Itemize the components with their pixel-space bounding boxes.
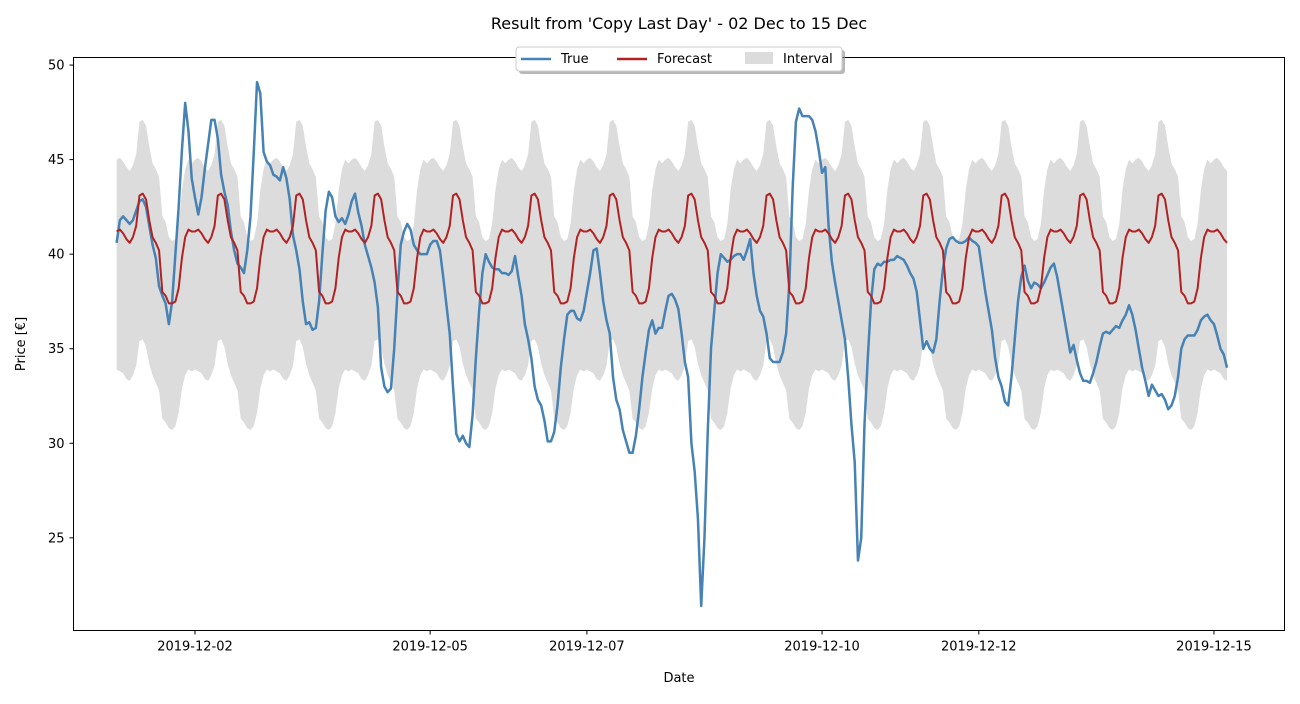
legend-forecast-label: Forecast xyxy=(657,52,712,67)
plot-area xyxy=(115,80,1229,608)
y-tick-label: 35 xyxy=(48,342,65,357)
x-tick-label: 2019-12-10 xyxy=(784,640,860,655)
x-tick-label: 2019-12-02 xyxy=(157,640,233,655)
legend-true-label: True xyxy=(560,52,589,67)
y-tick-label: 30 xyxy=(48,437,65,452)
x-tick-label: 2019-12-12 xyxy=(941,640,1017,655)
y-tick-label: 25 xyxy=(48,531,65,546)
x-axis-label: Date xyxy=(663,671,694,686)
x-tick-label: 2019-12-15 xyxy=(1176,640,1252,655)
legend-interval-label: Interval xyxy=(783,52,833,67)
x-tick-label: 2019-12-05 xyxy=(392,640,468,655)
y-tick-label: 40 xyxy=(48,248,65,263)
x-tick-label: 2019-12-07 xyxy=(549,640,625,655)
legend: True Forecast Interval xyxy=(515,46,845,74)
y-tick-label: 50 xyxy=(48,59,65,74)
y-axis-label: Price [€] xyxy=(14,317,29,371)
chart-title: Result from 'Copy Last Day' - 02 Dec to … xyxy=(491,14,867,33)
legend-interval-swatch xyxy=(745,52,773,64)
y-tick-label: 45 xyxy=(48,153,65,168)
forecast-series-line xyxy=(116,192,1228,305)
axis-ticks: 2019-12-02 2019-12-05 2019-12-07 2019-12-10… xyxy=(48,59,1252,655)
